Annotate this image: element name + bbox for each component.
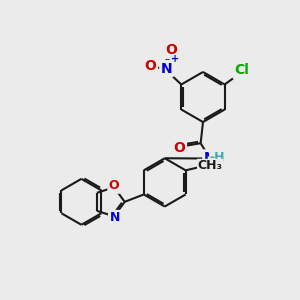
Text: O: O: [173, 141, 185, 154]
Text: N: N: [204, 151, 216, 165]
Text: CH₃: CH₃: [198, 159, 223, 172]
Text: O: O: [165, 43, 177, 57]
Text: N: N: [161, 61, 172, 76]
Text: +: +: [171, 54, 179, 64]
Text: O: O: [109, 179, 119, 192]
Text: -H: -H: [210, 152, 225, 164]
Text: N: N: [110, 212, 120, 224]
Text: O: O: [145, 58, 156, 73]
Text: Cl: Cl: [234, 63, 249, 77]
